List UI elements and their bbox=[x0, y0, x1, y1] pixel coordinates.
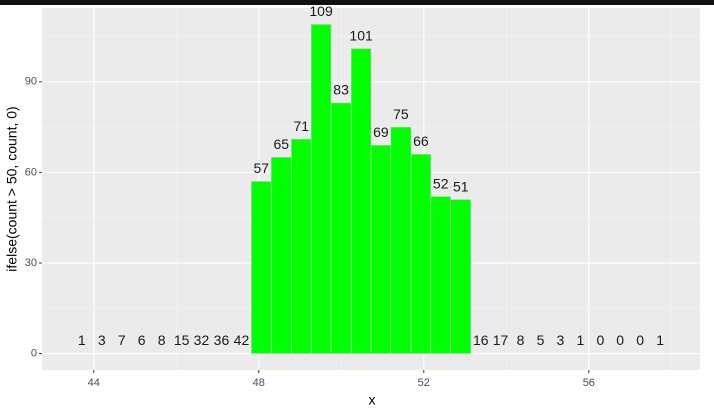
count-label: 1 bbox=[78, 332, 86, 348]
count-label: 57 bbox=[253, 160, 269, 176]
bar bbox=[450, 199, 472, 354]
x-tick-label: 44 bbox=[88, 377, 100, 389]
count-label: 109 bbox=[309, 3, 333, 19]
bar bbox=[430, 196, 451, 354]
y-tick-label: 0 bbox=[31, 347, 37, 359]
window-border bbox=[0, 0, 714, 5]
count-label: 16 bbox=[473, 332, 489, 348]
count-label: 0 bbox=[596, 332, 604, 348]
count-label: 17 bbox=[493, 332, 509, 348]
count-label: 32 bbox=[194, 332, 210, 348]
y-tick-label: 30 bbox=[25, 257, 37, 269]
bar bbox=[370, 144, 392, 354]
x-axis-title: x bbox=[369, 392, 376, 408]
count-label: 52 bbox=[433, 175, 449, 191]
count-label: 15 bbox=[174, 332, 190, 348]
count-label: 3 bbox=[556, 332, 564, 348]
count-label: 1 bbox=[576, 332, 584, 348]
count-label: 5 bbox=[537, 332, 545, 348]
count-label: 51 bbox=[453, 178, 469, 194]
count-label: 66 bbox=[413, 133, 429, 149]
count-label: 8 bbox=[158, 332, 166, 348]
x-tick-label: 48 bbox=[253, 377, 265, 389]
count-label: 36 bbox=[214, 332, 230, 348]
count-label: 65 bbox=[273, 136, 289, 152]
bar bbox=[330, 102, 352, 354]
count-label: 75 bbox=[393, 106, 409, 122]
count-label: 1 bbox=[656, 332, 664, 348]
bar bbox=[270, 156, 292, 354]
y-axis-title: ifelse(count > 50, count, 0) bbox=[4, 106, 20, 271]
y-tick-label: 90 bbox=[25, 76, 37, 88]
bar bbox=[350, 48, 372, 354]
x-tick-label: 52 bbox=[418, 377, 430, 389]
count-label: 83 bbox=[333, 82, 349, 98]
count-label: 71 bbox=[293, 118, 309, 134]
count-label: 8 bbox=[517, 332, 525, 348]
count-label: 42 bbox=[234, 332, 250, 348]
count-label: 69 bbox=[373, 124, 389, 140]
bar bbox=[390, 126, 412, 354]
count-label: 0 bbox=[636, 332, 644, 348]
count-label: 7 bbox=[118, 332, 126, 348]
count-label: 0 bbox=[616, 332, 624, 348]
y-tick-label: 60 bbox=[25, 166, 37, 178]
bar bbox=[251, 181, 272, 354]
bar bbox=[291, 138, 312, 354]
count-label: 6 bbox=[138, 332, 146, 348]
x-tick-label: 56 bbox=[583, 377, 595, 389]
count-label: 101 bbox=[349, 27, 373, 43]
bar bbox=[310, 24, 332, 354]
count-label: 3 bbox=[98, 332, 106, 348]
bar bbox=[410, 153, 432, 354]
